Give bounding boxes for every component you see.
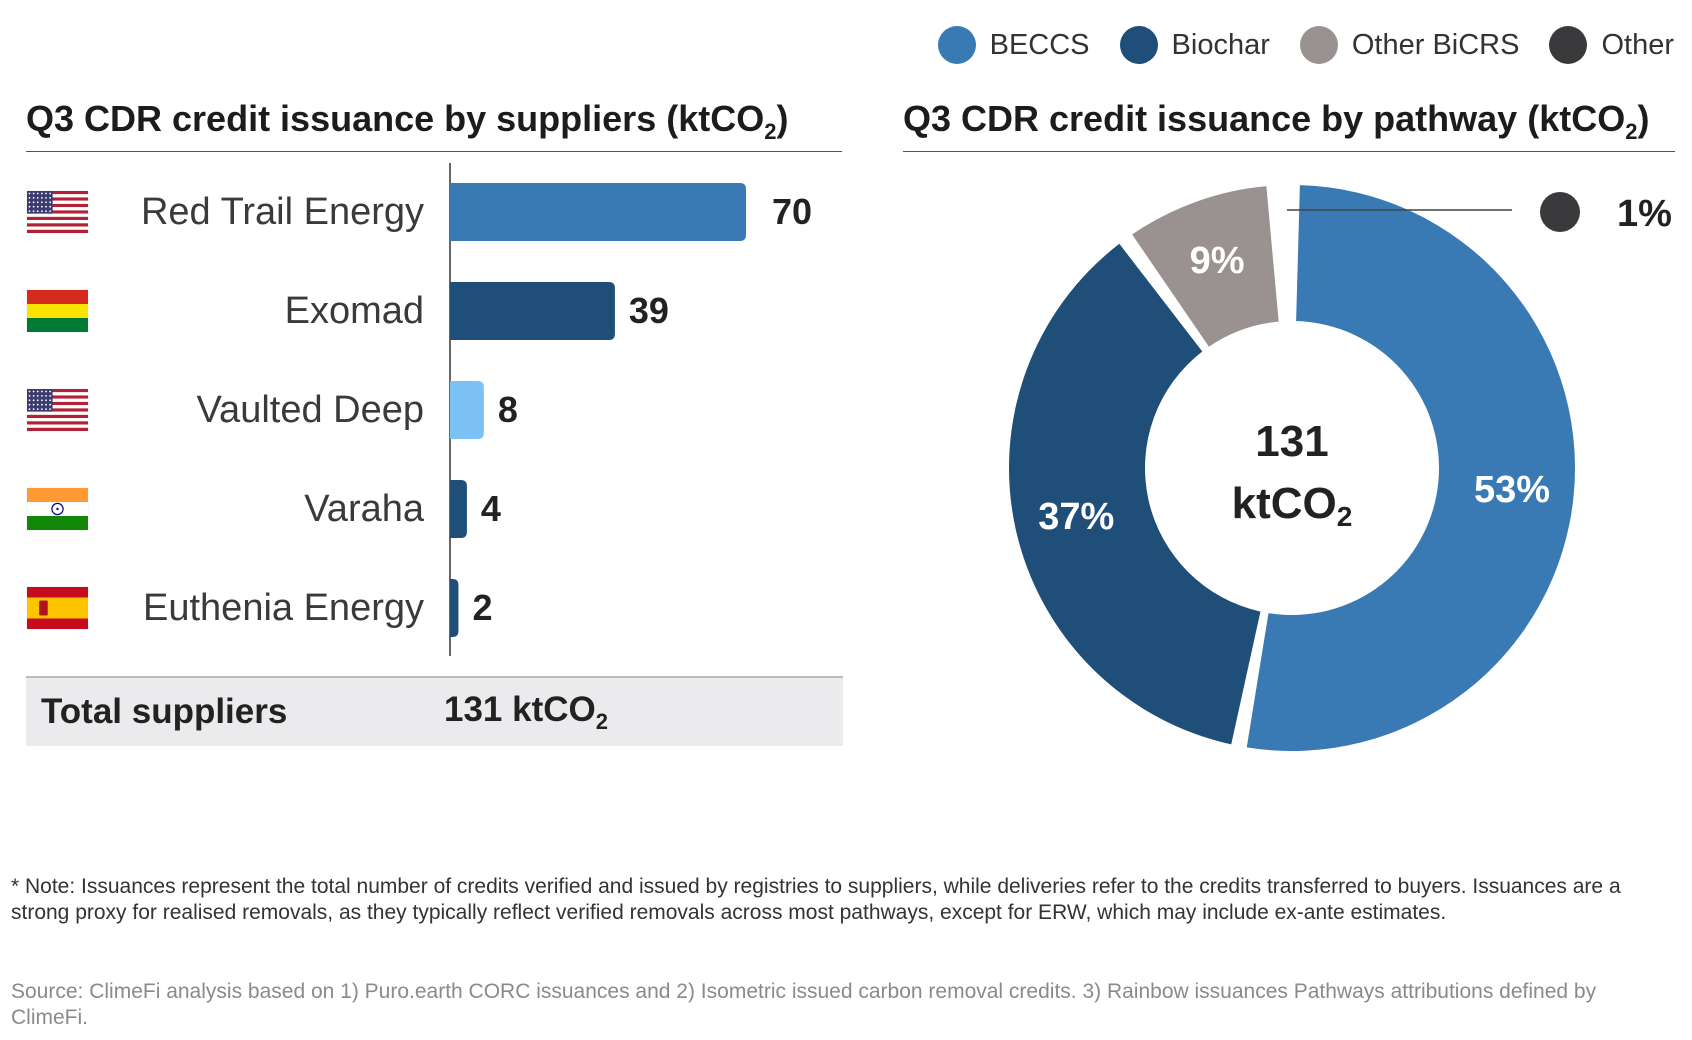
total-label: Total suppliers [41,692,288,731]
slice-percent-label: 37% [1038,496,1114,538]
us-flag-icon [26,388,89,432]
footnote: * Note: Issuances represent the total nu… [11,875,1621,924]
category-label: Red Trail Energy [141,191,424,233]
legend: BECCS Biochar Other BiCRS Other [937,26,1674,64]
pathway-chart-title: Q3 CDR credit issuance by pathway (ktCO2… [903,98,1675,153]
total-value: 131 ktCO2 [444,689,608,734]
bar-value-label: 70 [772,191,812,232]
legend-item-other: Other [1549,26,1674,64]
slice-percent-label: 1% [1617,193,1672,235]
donut-center-value: 131 [1255,417,1328,466]
india-flag-icon [26,487,89,531]
legend-swatch [1299,26,1338,64]
donut-slice-other-bicrs [1132,186,1279,347]
bar-value-label: 8 [498,389,518,430]
legend-swatch [1119,26,1158,64]
category-label: Vaulted Deep [197,389,424,431]
bar-value-label: 39 [629,290,669,331]
donut-slice-beccs [1246,185,1575,751]
slice-percent-label: 53% [1474,469,1550,511]
bar-value-label: 2 [472,587,492,628]
bar-value-label: 4 [481,488,501,529]
legend-label: BECCS [989,28,1090,61]
category-label: Euthenia Energy [143,587,424,629]
pathway-donut-chart: 53% 37% 9% 1% 131 ktCO2 [1008,185,1672,751]
supplier-chart-title: Q3 CDR credit issuance by suppliers (ktC… [26,98,842,153]
legend-item-biochar: Biochar [1119,26,1270,64]
supplier-bar-chart: Red Trail Energy 70 Exomad 39 Vaulted Deep 8 V… [26,163,812,656]
legend-label: Other BiCRS [1351,28,1520,61]
legend-item-other-bicrs: Other BiCRS [1299,26,1520,64]
bar [450,579,459,637]
us-flag-icon [26,190,89,234]
legend-label: Biochar [1171,28,1270,61]
legend-swatch [1549,26,1588,64]
bar [450,183,746,241]
total-suppliers-row: Total suppliers 131 ktCO2 [26,676,843,746]
category-label: Varaha [304,488,425,530]
legend-swatch [937,26,976,64]
bolivia-flag-icon [26,289,89,333]
slice-percent-label: 9% [1190,240,1245,282]
legend-label: Other [1601,28,1674,61]
donut-center-unit: ktCO2 [1232,479,1353,532]
bar [450,381,484,439]
legend-item-beccs: BECCS [937,26,1090,64]
donut-slice-other [1540,192,1580,232]
bar [450,282,615,340]
bar [450,480,467,538]
spain-flag-icon [26,586,89,630]
donut-slice-biochar [1008,243,1261,745]
source-note: Source: ClimeFi analysis based on 1) Pur… [11,980,1597,1029]
category-label: Exomad [285,290,424,332]
